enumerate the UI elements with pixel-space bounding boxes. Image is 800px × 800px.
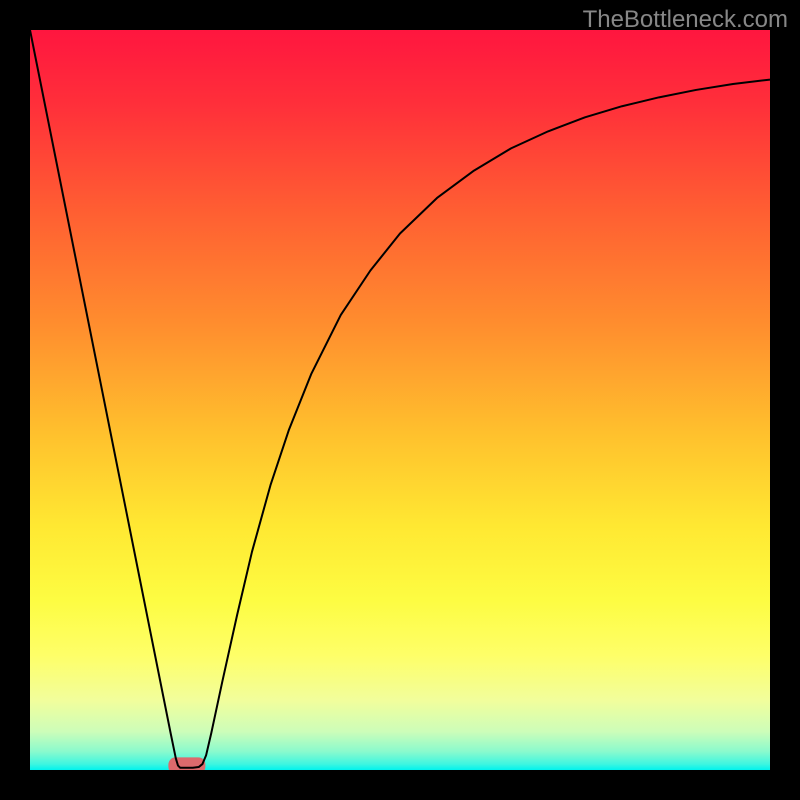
gradient-background — [30, 30, 770, 770]
bottleneck-chart-svg — [30, 30, 770, 770]
plot-area — [30, 30, 770, 770]
figure-root: TheBottleneck.com — [0, 0, 800, 800]
watermark-text: TheBottleneck.com — [583, 6, 788, 34]
